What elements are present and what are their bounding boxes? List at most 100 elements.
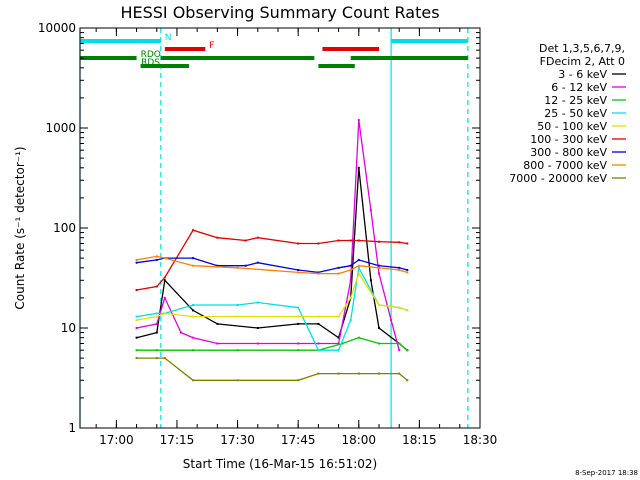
data-point <box>155 322 158 325</box>
data-point <box>236 266 239 269</box>
data-point <box>192 309 195 312</box>
data-point <box>378 272 380 275</box>
y-tick-label: 10 <box>61 321 76 335</box>
data-point <box>398 342 401 345</box>
data-point <box>406 242 409 245</box>
data-point <box>357 239 360 242</box>
legend-label: 6 - 12 keV <box>551 81 607 94</box>
y-tick-label: 1 <box>68 421 76 435</box>
data-point <box>155 258 158 261</box>
data-point <box>378 266 380 269</box>
data-point <box>337 272 340 275</box>
data-point <box>236 304 239 306</box>
data-point <box>297 271 300 274</box>
data-point <box>192 349 195 352</box>
legend-header: FDecim 2, Att 0 <box>540 55 625 68</box>
data-point <box>378 327 380 329</box>
flag-label-n: N <box>165 33 172 43</box>
data-point <box>406 269 409 271</box>
data-point <box>357 336 360 339</box>
data-point <box>135 357 138 360</box>
data-point <box>192 229 195 232</box>
data-point <box>135 289 138 291</box>
data-point <box>406 271 409 274</box>
axis-ticks: 17:00 17:15 17:30 17:45 18:00 18:15 18:30 1 10 10… <box>38 21 497 447</box>
data-point <box>297 349 300 352</box>
data-point <box>236 315 239 318</box>
data-point <box>337 342 340 345</box>
data-point <box>256 261 259 264</box>
y-axis-label: Count Rate (s⁻¹ detector⁻¹) <box>13 146 27 309</box>
series-line-8 <box>136 357 408 381</box>
data-point <box>163 312 166 315</box>
data-point <box>317 342 320 345</box>
data-point <box>378 372 380 375</box>
y-tick-label: 100 <box>53 221 76 235</box>
data-point <box>357 372 360 375</box>
data-point <box>357 264 360 267</box>
data-point <box>163 296 166 299</box>
data-point <box>297 315 300 318</box>
data-point <box>349 239 352 242</box>
data-point <box>398 349 401 352</box>
legend-header: Det 1,3,5,6,7,9, <box>539 42 625 55</box>
data-point <box>349 269 352 271</box>
data-point <box>216 342 219 345</box>
data-point <box>357 119 360 122</box>
x-tick-label: 17:45 <box>281 433 316 447</box>
data-point <box>236 349 239 352</box>
legend-label: 800 - 7000 keV <box>523 159 607 172</box>
data-point <box>337 372 340 375</box>
data-point <box>317 349 320 352</box>
data-point <box>398 241 401 244</box>
legend-label: 12 - 25 keV <box>544 94 607 107</box>
y-tick-label: 10000 <box>38 21 76 35</box>
x-tick-label: 17:00 <box>99 433 134 447</box>
data-point <box>369 209 372 212</box>
data-point <box>155 331 158 334</box>
data-point <box>297 242 300 245</box>
data-point <box>357 266 360 269</box>
data-point <box>256 342 259 345</box>
data-point <box>135 336 138 339</box>
data-point <box>349 296 352 299</box>
data-point <box>337 315 340 318</box>
data-point <box>341 342 344 345</box>
data-point <box>297 269 300 271</box>
data-point <box>297 342 300 345</box>
legend: Det 1,3,5,6,7,9,FDecim 2, Att 03 - 6 keV… <box>509 42 626 185</box>
data-point <box>317 271 320 274</box>
data-point <box>398 266 401 269</box>
data-point <box>163 276 166 279</box>
data-point <box>236 379 239 382</box>
data-point <box>337 266 340 269</box>
x-tick-label: 18:00 <box>341 433 376 447</box>
data-point <box>216 322 219 325</box>
flag-label-rds: RDS <box>141 58 160 68</box>
data-point <box>180 331 182 334</box>
data-point <box>192 304 195 306</box>
data-point <box>378 240 380 243</box>
data-point <box>155 312 158 315</box>
data-point <box>216 264 219 267</box>
x-tick-label: 18:30 <box>463 433 498 447</box>
data-point <box>135 261 138 264</box>
data-point <box>244 239 247 242</box>
data-point <box>297 306 300 309</box>
data-point <box>337 336 340 339</box>
data-point <box>337 239 340 242</box>
data-point <box>135 319 138 322</box>
data-point <box>317 315 320 318</box>
data-point <box>390 319 393 322</box>
data-point <box>317 242 320 245</box>
data-point <box>349 319 352 322</box>
chart-title: HESSI Observing Summary Count Rates <box>120 3 439 22</box>
data-point <box>398 306 401 309</box>
data-point <box>135 349 138 352</box>
data-point <box>163 257 166 260</box>
data-point <box>357 166 360 169</box>
data-point <box>406 379 409 382</box>
data-point <box>155 349 158 352</box>
